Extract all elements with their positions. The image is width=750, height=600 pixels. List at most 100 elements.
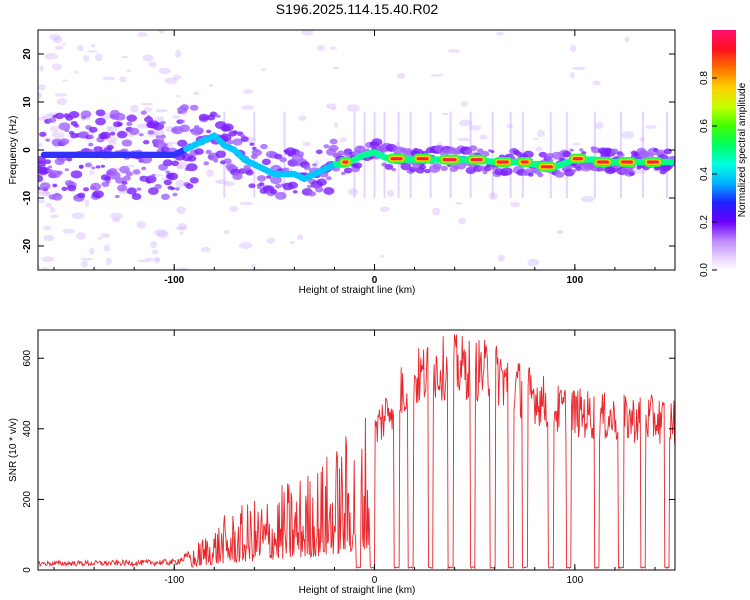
spectrum-speckle (301, 30, 314, 36)
spectrum-speckle (238, 242, 253, 249)
spectrum-blob (87, 134, 95, 140)
spectrum-speckle (49, 33, 61, 41)
spectrum-speckle (331, 107, 337, 111)
spectrum-speckle (457, 137, 471, 142)
spectrum-speckle (329, 46, 338, 50)
spectrum-blob (92, 190, 104, 199)
spectrum-blob (47, 165, 53, 169)
spectrum-speckle (144, 257, 154, 262)
spectrum-speckle (84, 199, 90, 207)
spectrum-blob (325, 176, 332, 181)
spectrum-speckle (580, 195, 595, 203)
spectrum-blob (303, 165, 311, 171)
spectrum-blob (468, 145, 478, 152)
spectrum-blob (140, 110, 147, 115)
spectrum-blob (538, 151, 547, 158)
spectrum-speckle (251, 263, 257, 268)
spectrum-blob (628, 171, 635, 176)
spectrum-blob (132, 169, 141, 175)
spectrum-blob (575, 166, 583, 171)
spectrum-blob (185, 183, 194, 189)
spectrum-speckle (298, 115, 307, 121)
bottom-x-tick-label: 0 (372, 575, 378, 586)
strong-ridge-core (620, 160, 633, 164)
spectrum-blob (222, 123, 234, 132)
top-x-tick-label: 100 (566, 275, 583, 286)
spectrum-blob (187, 155, 197, 162)
spectrum-speckle (151, 249, 159, 255)
spectrum-blob (312, 163, 317, 167)
spectrum-blob (419, 164, 427, 170)
spectrum-blob (123, 175, 131, 181)
spectrum-speckle (153, 229, 168, 237)
spectrum-blob (116, 130, 128, 139)
spectrum-blob (64, 128, 70, 133)
spectrum-speckle (527, 258, 540, 267)
spectrum-blob (292, 190, 298, 194)
spectrum-speckle (325, 103, 337, 110)
bottom-y-tick-label: 0 (22, 567, 33, 573)
spectrum-blob (180, 104, 190, 111)
spectrum-speckle (289, 240, 296, 245)
spectrum-speckle (243, 89, 254, 95)
spectrum-speckle (297, 234, 304, 241)
spectrum-blob (91, 166, 96, 170)
spectrum-blob (154, 183, 162, 190)
spectrum-speckle (148, 61, 157, 68)
spectrum-blob (51, 193, 63, 201)
spectrum-blob (88, 142, 94, 147)
spectrum-blob (95, 165, 101, 169)
spectrum-blob (83, 187, 90, 192)
spectrum-speckle (535, 146, 543, 152)
spectrum-speckle (38, 265, 41, 269)
spectrum-blob (109, 131, 116, 136)
spectrum-blob (261, 158, 271, 166)
spectrum-blob (66, 157, 73, 162)
spectrum-speckle (74, 70, 79, 74)
colorbar-tick-label: 0.4 (699, 167, 710, 181)
spectrum-speckle (40, 267, 50, 270)
colorbar-gradient (712, 30, 736, 270)
spectrum-speckle (49, 125, 60, 133)
spectrum-blob (125, 171, 133, 177)
spectrum-speckle (379, 255, 385, 258)
spectrum-blob (104, 176, 112, 181)
spectrum-blob (424, 168, 431, 174)
spectrum-blob (522, 150, 534, 159)
spectrum-speckle (175, 49, 182, 58)
snr-panel: -100 0 100 0 200 400 600 Height of straight li… (8, 329, 676, 596)
spectrum-blob (279, 157, 287, 163)
spectrum-blob (251, 149, 262, 157)
spectrum-blob (269, 189, 278, 195)
spectrum-blob (500, 167, 513, 176)
spectrum-speckle (430, 74, 444, 77)
bottom-axis-ticks: -100 0 100 0 200 400 600 (22, 330, 675, 586)
spectrum-speckle (176, 206, 187, 215)
strong-ridge-core (496, 160, 509, 164)
spectrum-blob (142, 139, 150, 145)
spectrum-blob (340, 171, 346, 176)
chart-title: S196.2025.114.15.40.R02 (276, 1, 439, 17)
spectrum-blob (323, 144, 330, 149)
spectrum-speckle (88, 170, 95, 175)
spectrum-speckle (624, 36, 630, 43)
spectrum-blob (579, 148, 584, 152)
spectrum-blob (215, 114, 221, 118)
spectrum-speckle (200, 246, 211, 253)
snr-plot-area (38, 334, 675, 570)
spectrum-blob (156, 138, 165, 144)
spectrum-speckle (125, 164, 135, 167)
spectrum-speckle (432, 207, 441, 216)
spectrum-speckle (53, 36, 63, 44)
spectrum-speckle (106, 125, 112, 132)
spectrum-blob (152, 122, 165, 131)
colorbar-tick-label: 0.2 (699, 215, 710, 229)
spectrum-speckle (536, 129, 545, 138)
spectrum-speckle (154, 258, 160, 261)
spectrum-speckle (158, 67, 171, 75)
spectrum-blob (131, 193, 142, 200)
top-y-axis-label: Frequency (Hz) (8, 116, 19, 185)
spectrum-speckle (386, 189, 395, 197)
spectrum-blob (432, 162, 442, 170)
spectrum-speckle (459, 119, 473, 127)
